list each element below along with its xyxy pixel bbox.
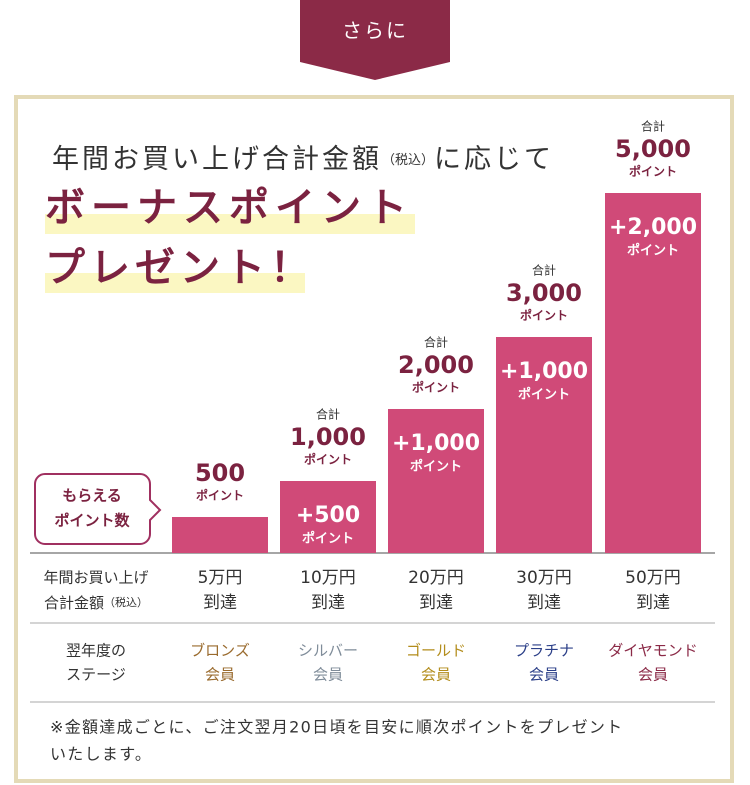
x-tick-suffix: 到達 xyxy=(203,593,237,613)
total-prefix: 合計 xyxy=(532,263,556,278)
bonus-label: +1,000 xyxy=(500,359,588,384)
stage-name: ブロンズ xyxy=(190,642,250,660)
stage-name: シルバー xyxy=(298,642,358,660)
x-tick-label: 20万円 xyxy=(408,568,464,588)
total-prefix: 合計 xyxy=(641,119,665,134)
bonus-label: +500 xyxy=(296,503,360,528)
value-unit: ポイント xyxy=(412,380,460,395)
bonus-unit: ポイント xyxy=(410,459,462,475)
x-tick-label: 50万円 xyxy=(625,568,681,588)
value-label: 5,000 xyxy=(615,135,691,163)
headline: プレゼント！ xyxy=(45,245,315,291)
x-tick-label: 5万円 xyxy=(198,568,243,588)
row-header: ステージ xyxy=(66,666,126,684)
value-label: 3,000 xyxy=(506,279,582,307)
x-tick-suffix: 到達 xyxy=(419,593,453,613)
row-header: 合計金額（税込） xyxy=(44,594,148,612)
callout xyxy=(34,473,162,545)
stage-suffix: 会員 xyxy=(638,666,668,684)
row-header: 翌年度の xyxy=(66,642,126,660)
bonus-label: +1,000 xyxy=(392,431,480,456)
value-label: 2,000 xyxy=(398,351,474,379)
bar xyxy=(605,193,701,553)
bonus-unit: ポイント xyxy=(302,531,354,547)
value-unit: ポイント xyxy=(520,308,568,323)
bar xyxy=(172,517,268,553)
row-header: 年間お買い上げ xyxy=(43,569,148,587)
badge xyxy=(300,0,450,80)
value-label: 500 xyxy=(195,459,245,487)
bar xyxy=(388,409,484,553)
stage-suffix: 会員 xyxy=(313,666,343,684)
value-unit: ポイント xyxy=(196,488,244,503)
bonus-unit: ポイント xyxy=(518,387,570,403)
bonus-label: +2,000 xyxy=(609,215,697,240)
x-tick-suffix: 到達 xyxy=(527,593,561,613)
x-tick-label: 10万円 xyxy=(300,568,356,588)
bar xyxy=(280,481,376,553)
callout-text: ポイント数 xyxy=(54,512,130,530)
x-tick-suffix: 到達 xyxy=(311,593,345,613)
stage-suffix: 会員 xyxy=(205,666,235,684)
value-unit: ポイント xyxy=(304,452,352,467)
x-tick-suffix: 到達 xyxy=(636,593,670,613)
total-prefix: 合計 xyxy=(424,335,448,350)
x-tick-label: 30万円 xyxy=(516,568,572,588)
stage-name: ダイヤモンド xyxy=(608,642,698,660)
callout-text: もらえる xyxy=(62,487,122,505)
value-label: 1,000 xyxy=(290,423,366,451)
highlight xyxy=(45,273,305,293)
highlight xyxy=(45,214,415,234)
headline: ボーナスポイント xyxy=(45,185,413,231)
value-unit: ポイント xyxy=(629,164,677,179)
stage-name: プラチナ xyxy=(514,642,574,660)
badge-text: さらに xyxy=(342,19,408,43)
total-prefix: 合計 xyxy=(316,407,340,422)
note: いたします。 xyxy=(50,745,152,764)
bonus-unit: ポイント xyxy=(627,243,679,259)
note: ※金額達成ごとに、ご注文翌月20日頃を目安に順次ポイントをプレゼント xyxy=(50,718,624,737)
row-header-text: 合計金額 xyxy=(44,594,104,612)
stage-suffix: 会員 xyxy=(529,666,559,684)
stage-name: ゴールド xyxy=(406,642,466,660)
heading-lead-text: 年間お買い上げ合計金額 xyxy=(52,144,382,175)
heading-tail: に応じて xyxy=(434,144,554,175)
heading-lead: 年間お買い上げ合計金額（税込）に応じて xyxy=(52,144,554,175)
row-header-tax: （税込） xyxy=(104,595,148,609)
stage-suffix: 会員 xyxy=(421,666,451,684)
bar xyxy=(496,337,592,553)
heading-tax: （税込） xyxy=(382,153,434,168)
